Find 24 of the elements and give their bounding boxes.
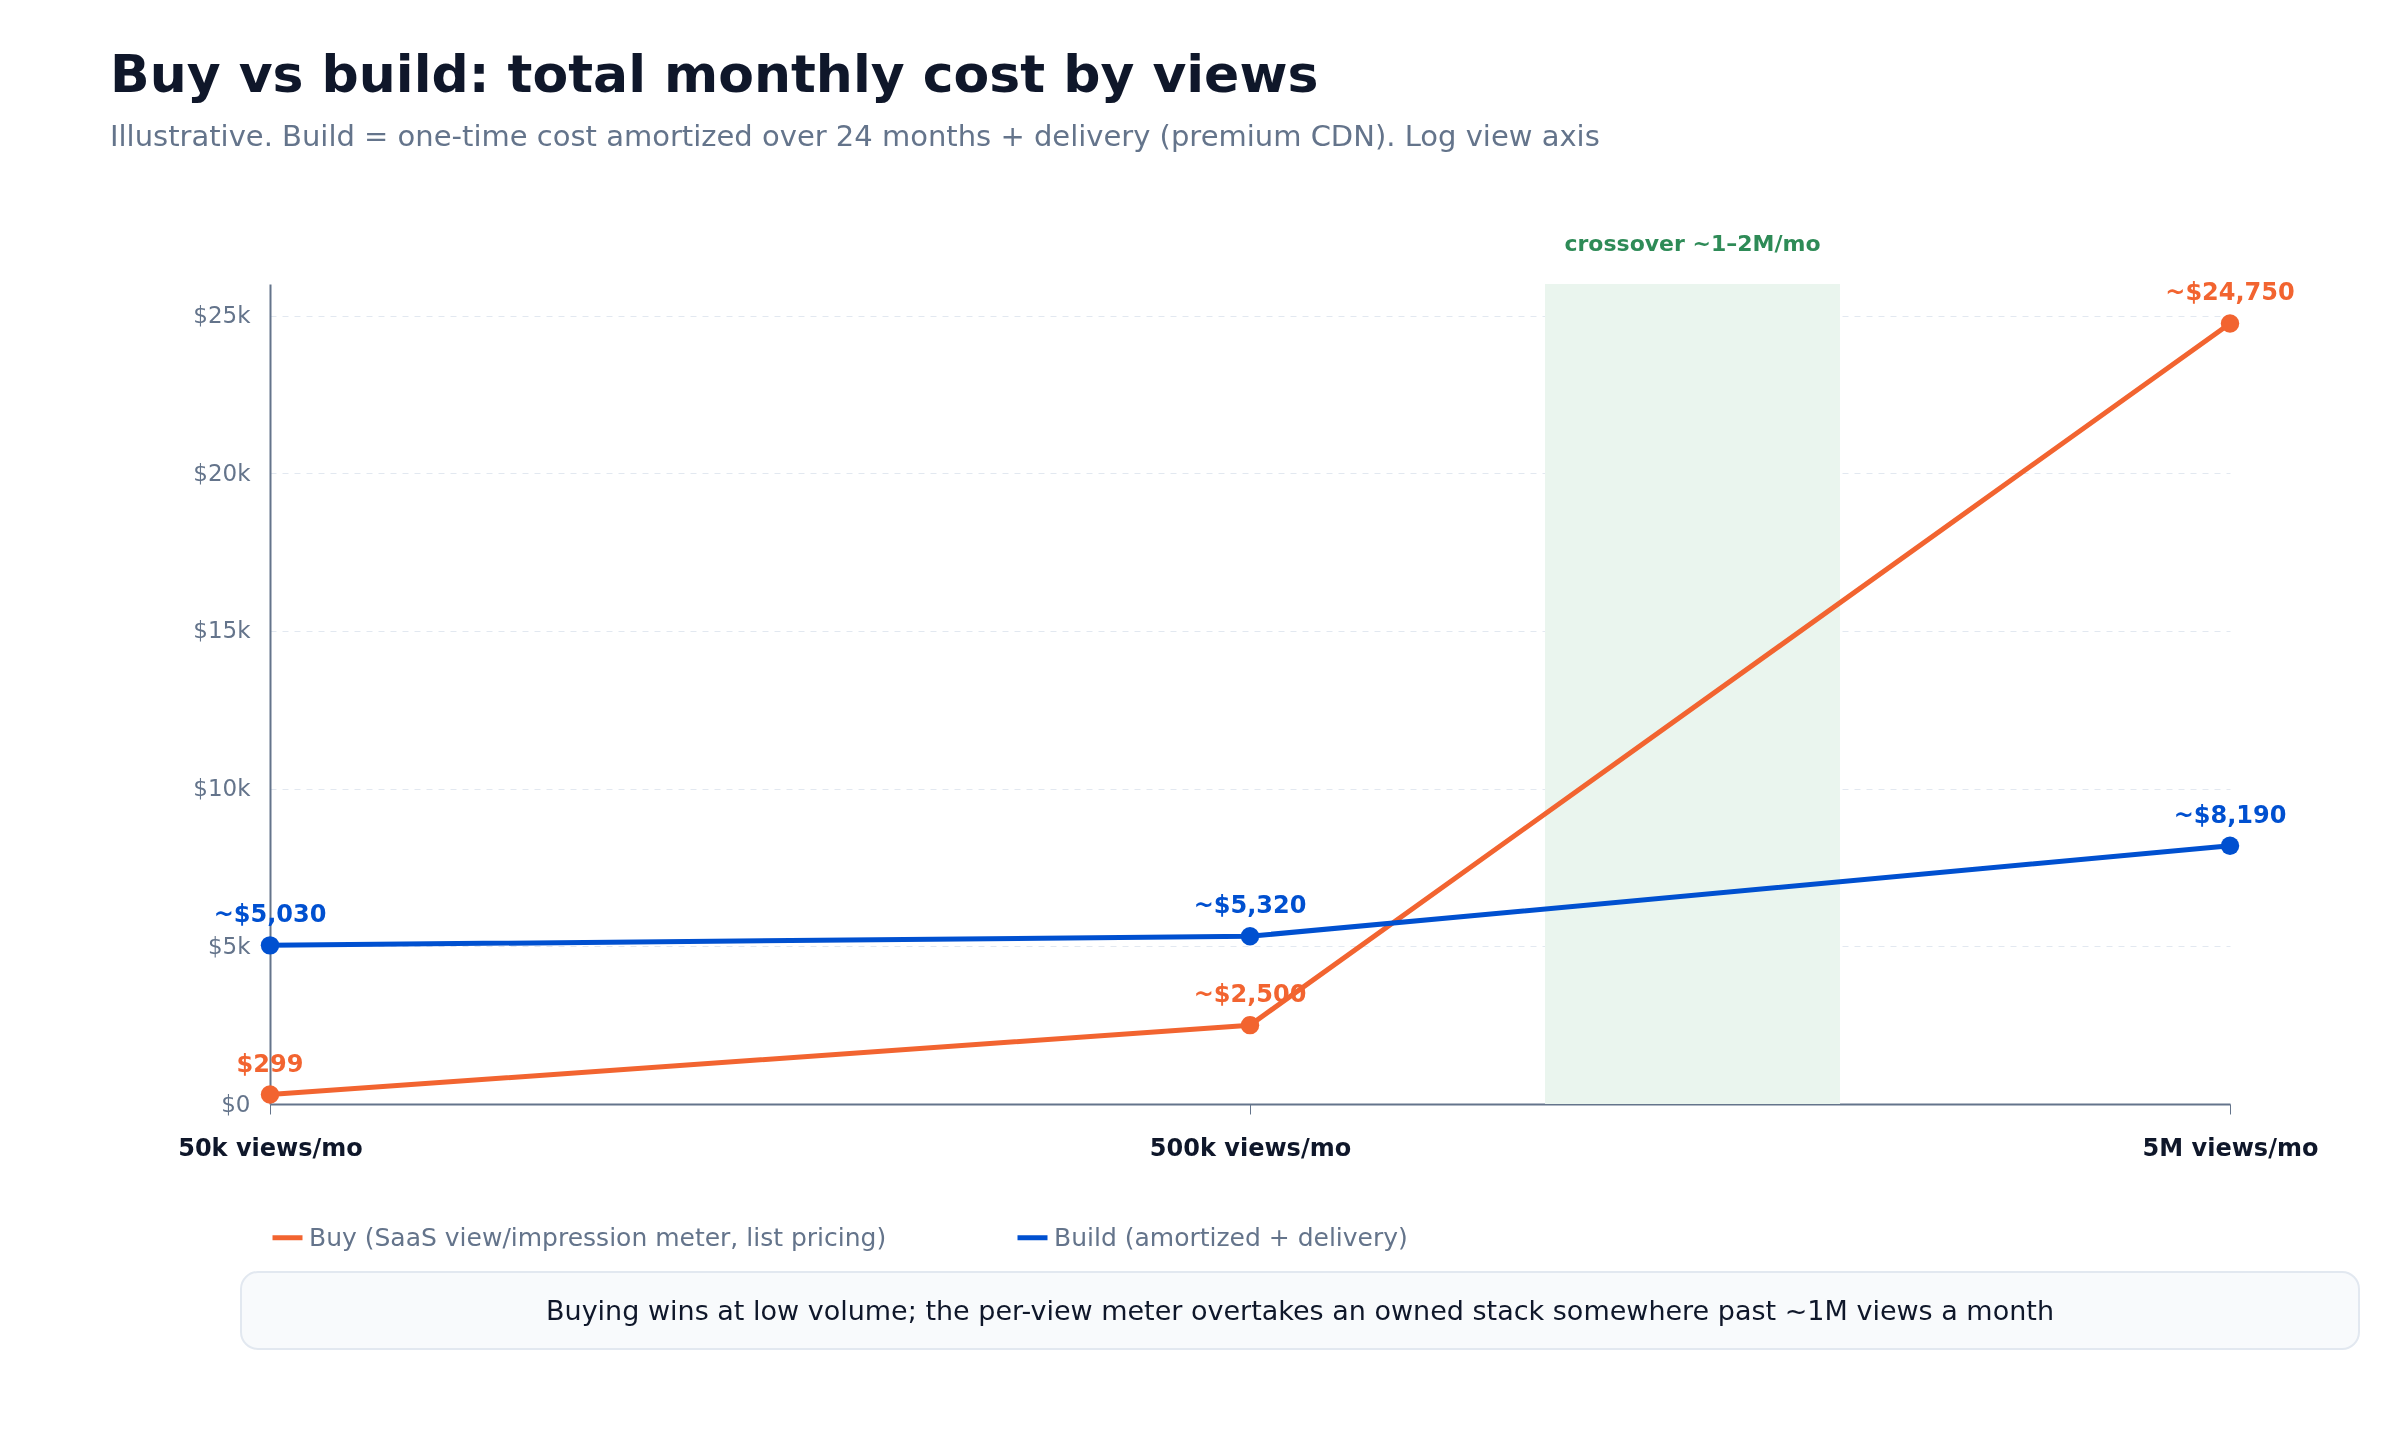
point (1240, 1015, 1260, 1035)
chart-title: Buy vs build: total monthly cost by views (110, 44, 1319, 104)
legend-label: Build (amortized + delivery) (1054, 1222, 1408, 1252)
point (1240, 927, 1260, 946)
point (260, 1085, 280, 1104)
data-label: ~$8,190 (2173, 800, 2287, 829)
x-tick-label: 500k views/mo (1149, 1133, 1352, 1162)
legend-label: Buy (SaaS view/impression meter, list pricing) (309, 1222, 887, 1252)
y-tick-label: $0 (221, 1090, 251, 1117)
x-tick-label: 5M views/mo (2142, 1133, 2319, 1162)
y-tick-label: $20k (193, 459, 252, 486)
data-label: ~$24,750 (2165, 278, 2295, 307)
y-tick-label: $5k (207, 932, 252, 959)
y-tick-label: $10k (193, 775, 252, 802)
x-tick-label: 50k views/mo (178, 1133, 363, 1162)
point (260, 936, 280, 955)
point (2220, 836, 2240, 855)
text: Buying wins at low volume; the per-view meter overtakes an owned stack somewhere past ~1M views a month (240, 1271, 2360, 1350)
y-tick-label: $25k (193, 302, 252, 329)
data-label: ~$5,320 (1193, 891, 1307, 920)
chart-subtitle: Illustrative. Build = one-time cost amortized over 24 months + delivery (premium CDN). Log view axis (110, 119, 1600, 153)
y-tick-label: $15k (193, 617, 252, 644)
band-label: crossover ~1–2M/mo (1564, 231, 1821, 256)
point (2220, 314, 2240, 333)
